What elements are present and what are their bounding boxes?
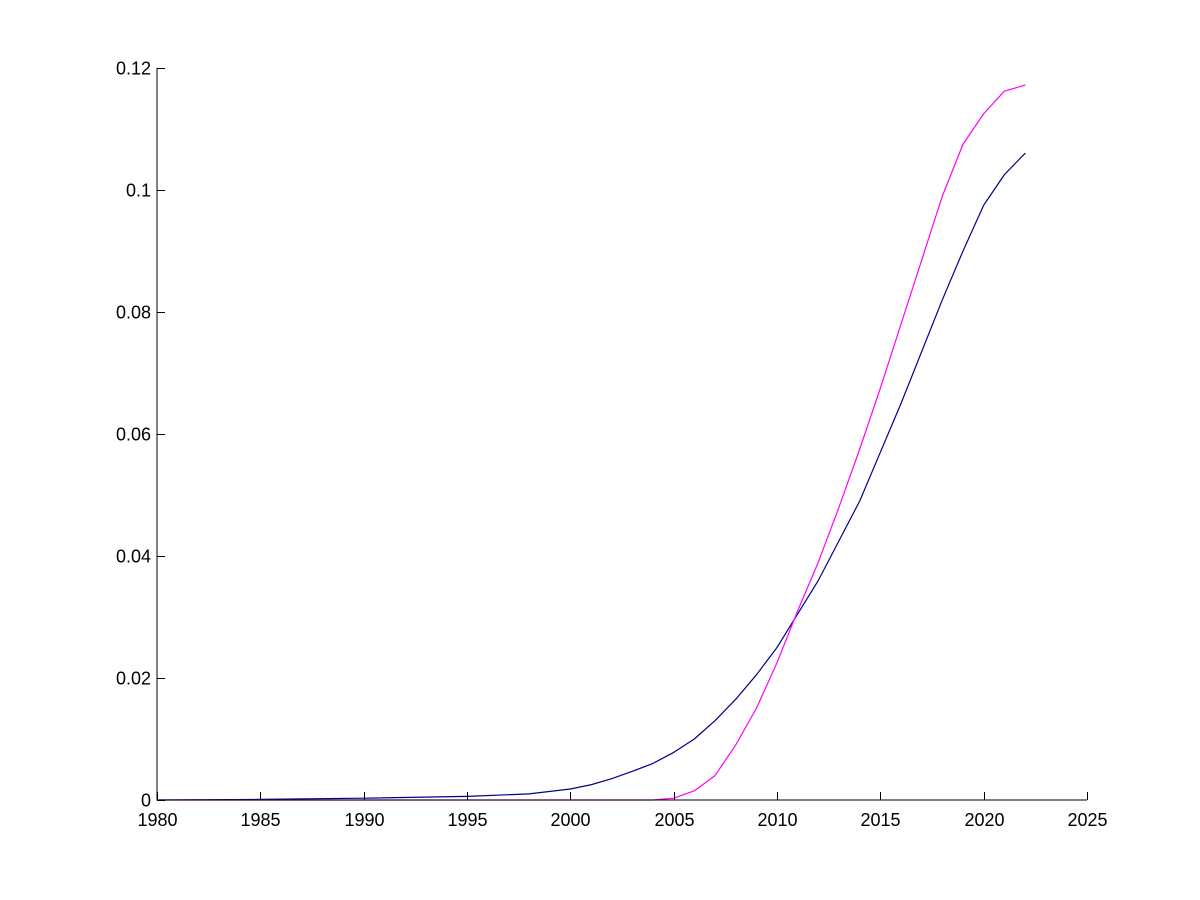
x-tick-label: 2020	[964, 810, 1004, 830]
x-tick-label: 2025	[1067, 810, 1107, 830]
x-tick-label: 2005	[654, 810, 694, 830]
x-tick-label: 1995	[447, 810, 487, 830]
y-tick-label: 0.1	[126, 181, 151, 201]
y-tick-label: 0.12	[116, 59, 151, 79]
x-tick-label: 2015	[860, 810, 900, 830]
y-tick-label: 0.02	[116, 669, 151, 689]
x-tick-label: 2010	[757, 810, 797, 830]
axes: 1980 1985 1990 1995 2000 2005 2010 2015 2020 2025…	[116, 59, 1108, 831]
x-tick-label: 1990	[344, 810, 384, 830]
x-tick-label: 2000	[550, 810, 590, 830]
y-tick-label: 0	[141, 791, 151, 811]
x-tick-label: 1985	[240, 810, 280, 830]
series-line-1	[156, 152, 1026, 801]
series-layer	[156, 84, 1026, 801]
y-tick-label: 0.08	[116, 303, 151, 323]
x-tick-label: 1980	[137, 810, 177, 830]
y-tick-label: 0.04	[116, 547, 151, 567]
series-line-2	[156, 84, 1026, 801]
y-tick-label: 0.06	[116, 425, 151, 445]
